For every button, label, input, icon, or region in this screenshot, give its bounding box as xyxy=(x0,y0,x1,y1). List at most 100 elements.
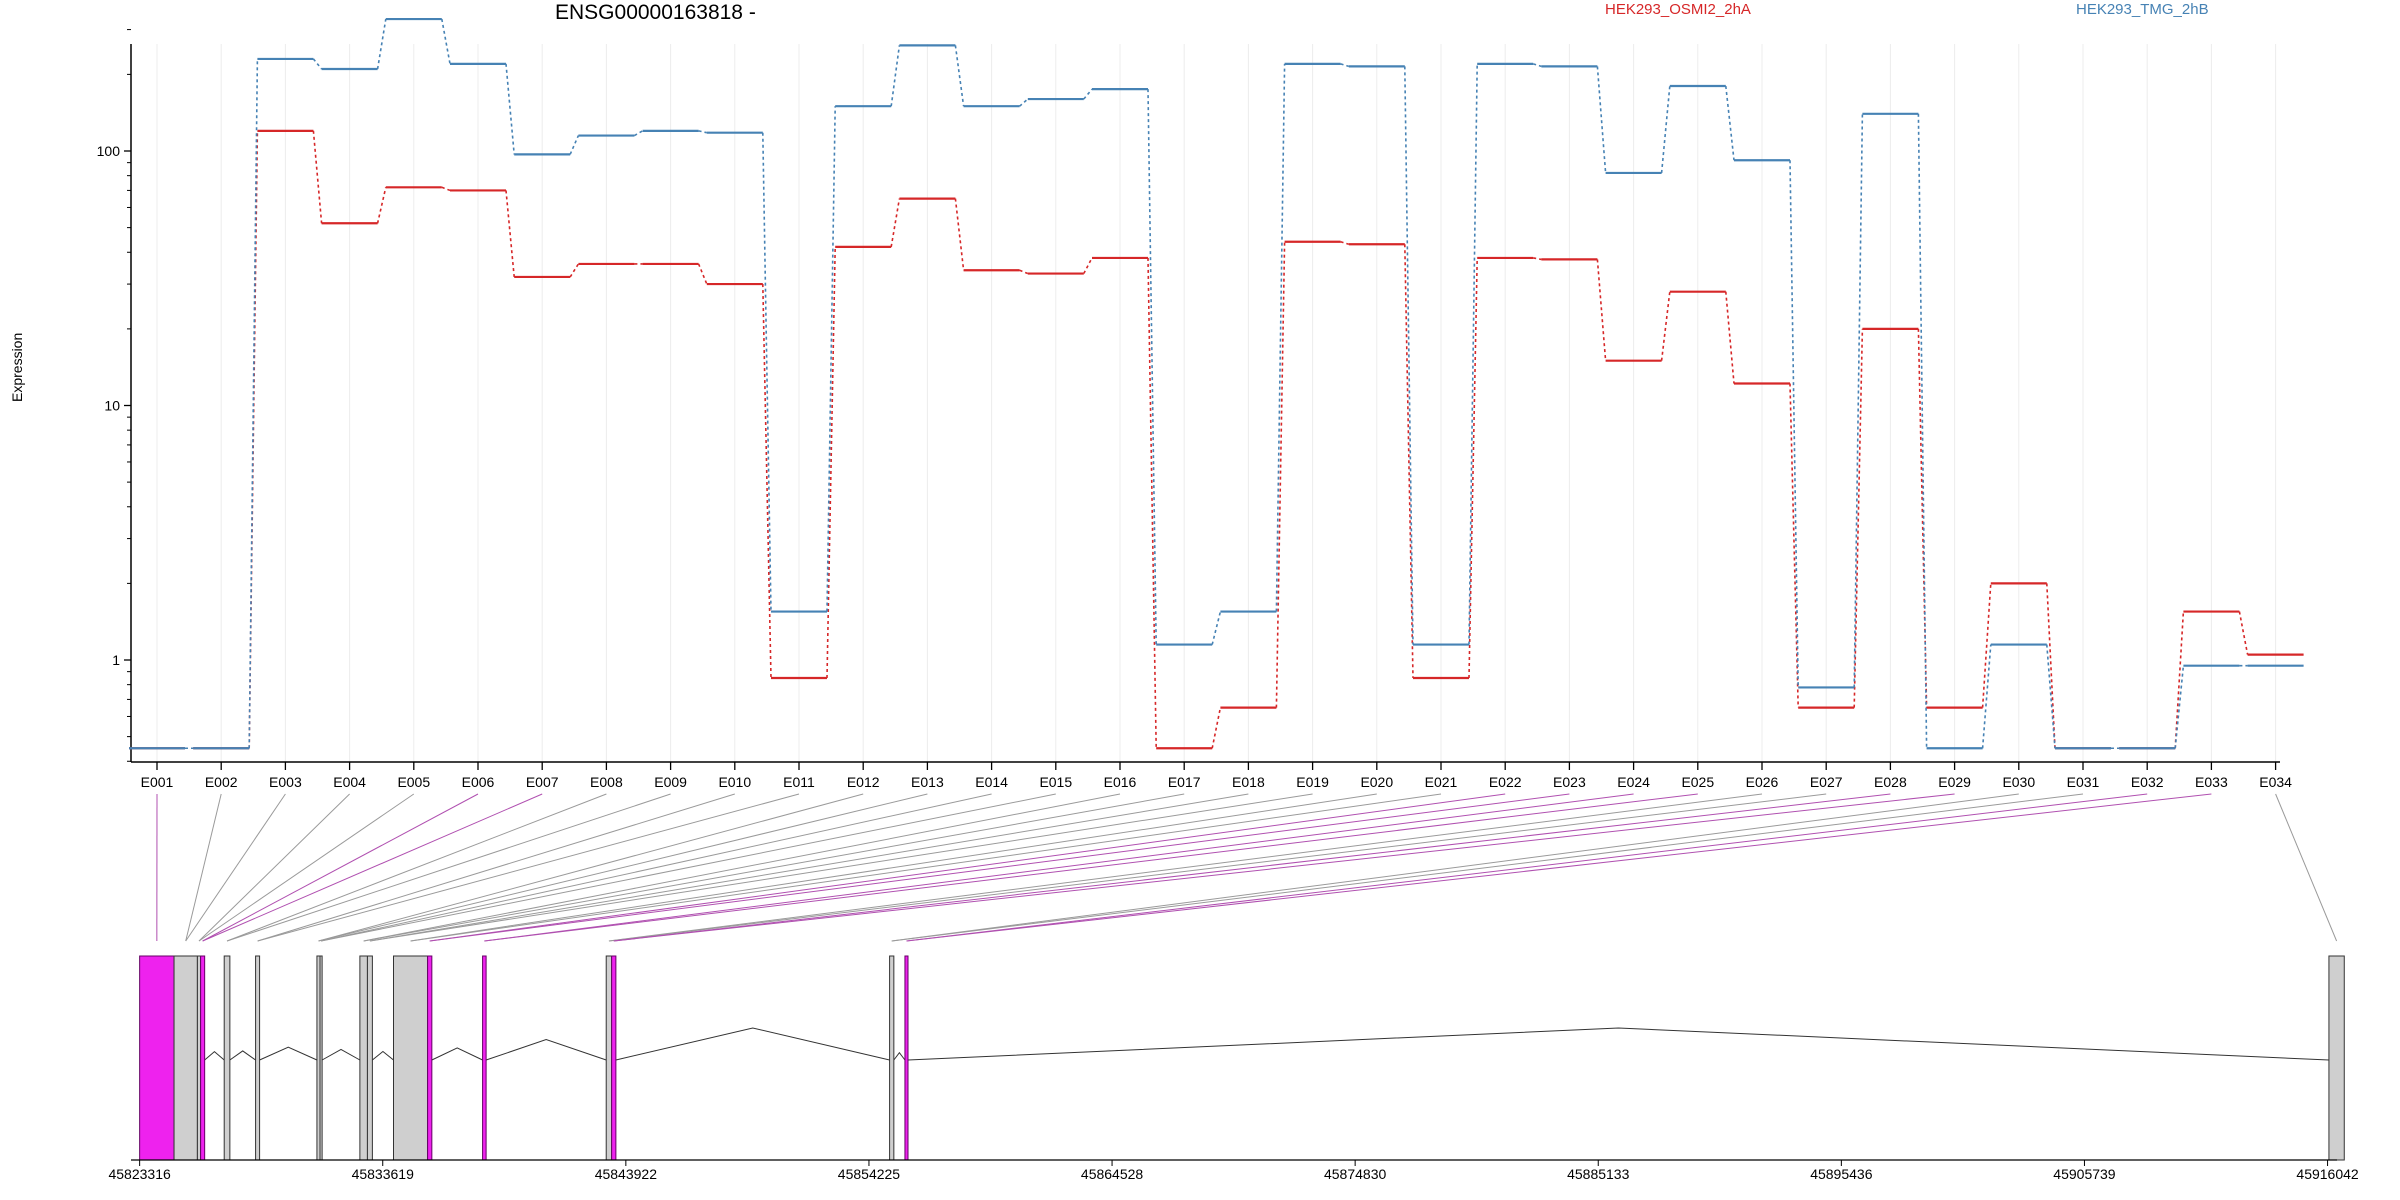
exon-connector-E005 xyxy=(198,793,415,942)
series-2-connector xyxy=(1596,66,1607,173)
exon-connector-E003 xyxy=(185,793,286,942)
series-2-connector xyxy=(826,106,836,612)
x-tick-label-E033: E033 xyxy=(2195,774,2228,790)
exon-connector-E007 xyxy=(202,793,543,942)
series-1-connector xyxy=(1981,583,1992,708)
series-2-connector xyxy=(376,18,387,70)
exon-box-12 xyxy=(427,955,433,1161)
series-2-connector xyxy=(1917,113,1928,749)
intron-line xyxy=(204,1050,225,1061)
exon-connector-E021 xyxy=(410,793,1442,942)
x-tick-label-E011: E011 xyxy=(783,774,815,790)
x-tick-label-E031: E031 xyxy=(2067,774,2100,790)
exon-connector-E017 xyxy=(363,793,1185,942)
exon-box-18 xyxy=(2328,955,2345,1161)
series-1-connector xyxy=(2174,611,2185,749)
exon-connector-E019 xyxy=(369,793,1313,942)
intron-line xyxy=(229,1050,256,1061)
series-2-connector xyxy=(634,130,643,137)
intron-line xyxy=(893,1051,906,1061)
intron-line xyxy=(259,1046,318,1061)
exon-connector-E012 xyxy=(318,793,864,942)
series-1-connector xyxy=(441,186,451,192)
exon-box-1 xyxy=(139,955,175,1161)
series-1-connector xyxy=(1211,707,1222,749)
series-1-connector xyxy=(1083,257,1093,274)
intron-line xyxy=(615,1027,890,1061)
x-tick-label-E003: E003 xyxy=(269,774,302,790)
series-1-connector xyxy=(1340,240,1350,246)
exon-connector-E031 xyxy=(891,793,2084,942)
exon-connector-E022 xyxy=(429,793,1506,942)
x-tick-label-E014: E014 xyxy=(975,774,1008,790)
series-1-connector xyxy=(890,198,901,248)
series-2-connector xyxy=(2046,644,2056,749)
exon-box-2 xyxy=(173,955,198,1161)
exon-connector-E026 xyxy=(608,793,1763,942)
series-1-connector xyxy=(376,187,387,224)
series-1-connector xyxy=(1019,269,1029,275)
exon-connector-E025 xyxy=(484,793,1698,942)
exon-box-17 xyxy=(904,955,909,1161)
exon-box-10 xyxy=(366,955,373,1161)
x-tick-label-E001: E001 xyxy=(141,774,174,790)
series-1-connector xyxy=(1660,291,1671,361)
genomic-tick-label-8: 45905739 xyxy=(2053,1166,2116,1182)
x-tick-label-E018: E018 xyxy=(1232,774,1265,790)
series-2-connector xyxy=(1275,63,1286,612)
x-tick-label-E028: E028 xyxy=(1874,774,1907,790)
series-1-connector xyxy=(697,263,708,285)
genomic-tick-label-1: 45833619 xyxy=(352,1166,415,1182)
exon-connector-E034 xyxy=(2275,793,2338,942)
series-2-connector xyxy=(1981,644,1992,749)
exon-box-6 xyxy=(255,955,261,1161)
exon-connector-E006 xyxy=(202,793,479,942)
series-2-connector xyxy=(505,63,515,155)
exon-connector-E033 xyxy=(906,793,2212,942)
x-tick-label-E023: E023 xyxy=(1553,774,1586,790)
x-tick-label-E009: E009 xyxy=(654,774,687,790)
exon-connector-E004 xyxy=(198,793,350,942)
x-tick-label-E021: E021 xyxy=(1425,774,1458,790)
genomic-tick-label-2: 45843922 xyxy=(595,1166,658,1182)
series-1-connector xyxy=(312,130,323,224)
series-2-connector xyxy=(1725,85,1735,161)
x-tick-label-E013: E013 xyxy=(911,774,944,790)
series-2-connector xyxy=(1340,63,1350,68)
genomic-tick-label-9: 45916042 xyxy=(2296,1166,2359,1182)
x-tick-label-E019: E019 xyxy=(1296,774,1329,790)
genomic-tick-label-0: 45823316 xyxy=(108,1166,171,1182)
exon-connector-E008 xyxy=(226,793,607,942)
series-2-connector xyxy=(1660,85,1671,174)
series-1 xyxy=(129,129,2304,750)
intron-line xyxy=(431,1047,483,1061)
x-tick-label-E034: E034 xyxy=(2259,774,2292,790)
x-tick-label-E016: E016 xyxy=(1104,774,1137,790)
genomic-tick-label-3: 45854225 xyxy=(838,1166,901,1182)
x-tick-label-E032: E032 xyxy=(2131,774,2164,790)
x-tick-label-E010: E010 xyxy=(718,774,751,790)
exon-connector-E020 xyxy=(410,793,1377,942)
x-tick-label-E025: E025 xyxy=(1681,774,1714,790)
x-tick-label-E017: E017 xyxy=(1168,774,1201,790)
genomic-tick-label-4: 45864528 xyxy=(1081,1166,1144,1182)
series-1-connector xyxy=(1468,257,1478,678)
exon-connector-E023 xyxy=(429,793,1570,942)
series-1-connector xyxy=(1533,257,1542,261)
exon-connector-E027 xyxy=(608,793,1827,942)
exon-connector-E015 xyxy=(320,793,1056,942)
x-tick-label-E024: E024 xyxy=(1617,774,1650,790)
series-1-connector xyxy=(1275,241,1286,708)
x-tick-label-E027: E027 xyxy=(1810,774,1843,790)
y-tick-label-10: 10 xyxy=(104,398,120,414)
exon-box-15 xyxy=(611,955,617,1161)
x-tick-label-E026: E026 xyxy=(1746,774,1779,790)
series-2-connector xyxy=(1789,160,1799,688)
series-2-connector xyxy=(1532,63,1542,68)
series-2-connector xyxy=(890,45,901,107)
x-tick-label-E004: E004 xyxy=(333,774,366,790)
series-2-connector xyxy=(1019,98,1029,107)
exon-connector-E010 xyxy=(257,793,735,942)
series-1-connector xyxy=(505,190,515,278)
